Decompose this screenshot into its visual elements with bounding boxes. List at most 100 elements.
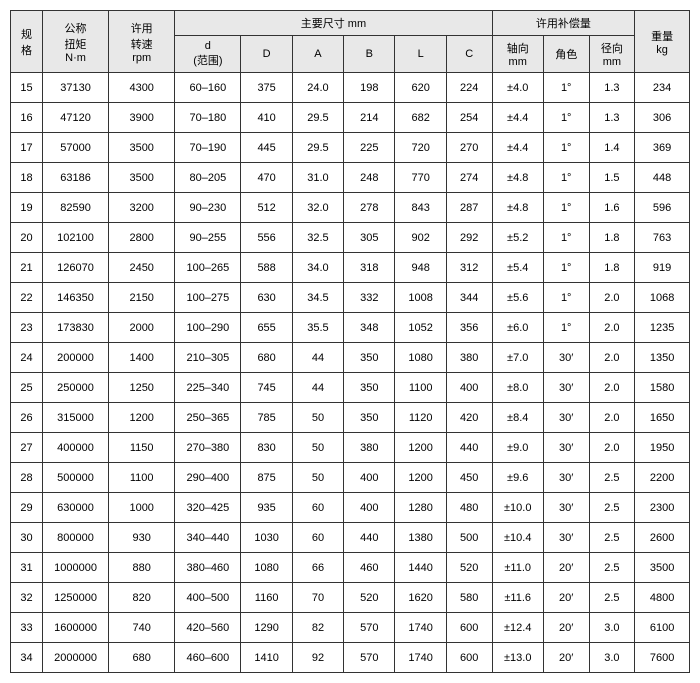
cell-B: 332 (344, 283, 395, 313)
cell-weight: 6100 (635, 613, 690, 643)
cell-weight: 2200 (635, 463, 690, 493)
cell-radial: 2.0 (589, 433, 635, 463)
cell-angle: 1° (543, 253, 589, 283)
table-row: 263150001200250–365785503501120420±8.430… (11, 403, 690, 433)
header-maindim: 主要尺寸 mm (175, 11, 492, 36)
table-row: 231738302000100–29065535.53481052356±6.0… (11, 313, 690, 343)
cell-axial: ±8.0 (492, 373, 543, 403)
header-L: L (395, 36, 446, 73)
cell-C: 287 (446, 193, 492, 223)
table-row: 311000000880380–4601080664601440520±11.0… (11, 553, 690, 583)
cell-A: 50 (292, 463, 343, 493)
cell-torque: 315000 (42, 403, 108, 433)
cell-d: 380–460 (175, 553, 241, 583)
cell-torque: 1250000 (42, 583, 108, 613)
cell-D: 512 (241, 193, 292, 223)
cell-torque: 250000 (42, 373, 108, 403)
header-radial: 径向mm (589, 36, 635, 73)
cell-C: 274 (446, 163, 492, 193)
cell-A: 50 (292, 433, 343, 463)
cell-angle: 1° (543, 163, 589, 193)
cell-weight: 4800 (635, 583, 690, 613)
table-row: 274000001150270–380830503801200440±9.030… (11, 433, 690, 463)
table-row: 331600000740420–5601290825701740600±12.4… (11, 613, 690, 643)
cell-B: 318 (344, 253, 395, 283)
cell-radial: 1.6 (589, 193, 635, 223)
cell-weight: 1950 (635, 433, 690, 463)
cell-C: 400 (446, 373, 492, 403)
cell-spec: 25 (11, 373, 43, 403)
cell-torque: 500000 (42, 463, 108, 493)
cell-d: 70–180 (175, 103, 241, 133)
cell-C: 580 (446, 583, 492, 613)
cell-spec: 19 (11, 193, 43, 223)
cell-angle: 30′ (543, 463, 589, 493)
cell-C: 254 (446, 103, 492, 133)
cell-C: 380 (446, 343, 492, 373)
cell-speed: 2150 (109, 283, 175, 313)
cell-B: 380 (344, 433, 395, 463)
cell-angle: 30′ (543, 523, 589, 553)
cell-axial: ±7.0 (492, 343, 543, 373)
cell-A: 29.5 (292, 103, 343, 133)
cell-axial: ±4.0 (492, 73, 543, 103)
cell-D: 588 (241, 253, 292, 283)
cell-axial: ±4.8 (492, 193, 543, 223)
cell-D: 1410 (241, 643, 292, 673)
table-row: 1757000350070–19044529.5225720270±4.41°1… (11, 133, 690, 163)
cell-C: 420 (446, 403, 492, 433)
cell-A: 60 (292, 493, 343, 523)
cell-A: 44 (292, 373, 343, 403)
cell-C: 480 (446, 493, 492, 523)
cell-radial: 1.3 (589, 73, 635, 103)
cell-torque: 173830 (42, 313, 108, 343)
cell-torque: 146350 (42, 283, 108, 313)
header-C: C (446, 36, 492, 73)
cell-weight: 596 (635, 193, 690, 223)
cell-A: 32.5 (292, 223, 343, 253)
cell-weight: 1068 (635, 283, 690, 313)
cell-speed: 3500 (109, 133, 175, 163)
table-row: 242000001400210–305680443501080380±7.030… (11, 343, 690, 373)
cell-A: 66 (292, 553, 343, 583)
cell-L: 948 (395, 253, 446, 283)
cell-speed: 3900 (109, 103, 175, 133)
cell-torque: 63186 (42, 163, 108, 193)
cell-B: 570 (344, 613, 395, 643)
cell-L: 1008 (395, 283, 446, 313)
cell-L: 1200 (395, 433, 446, 463)
cell-angle: 20′ (543, 583, 589, 613)
header-torque: 公称扭矩N·m (42, 11, 108, 73)
table-row: 285000001100290–400875504001200450±9.630… (11, 463, 690, 493)
cell-radial: 2.5 (589, 493, 635, 523)
cell-speed: 880 (109, 553, 175, 583)
cell-axial: ±4.4 (492, 103, 543, 133)
cell-d: 290–400 (175, 463, 241, 493)
cell-axial: ±8.4 (492, 403, 543, 433)
cell-B: 520 (344, 583, 395, 613)
table-row: 20102100280090–25555632.5305902292±5.21°… (11, 223, 690, 253)
cell-B: 400 (344, 463, 395, 493)
cell-spec: 17 (11, 133, 43, 163)
cell-spec: 24 (11, 343, 43, 373)
cell-weight: 2600 (635, 523, 690, 553)
cell-torque: 1000000 (42, 553, 108, 583)
cell-weight: 448 (635, 163, 690, 193)
cell-axial: ±5.4 (492, 253, 543, 283)
cell-B: 225 (344, 133, 395, 163)
cell-torque: 82590 (42, 193, 108, 223)
cell-axial: ±10.0 (492, 493, 543, 523)
cell-C: 292 (446, 223, 492, 253)
cell-D: 1030 (241, 523, 292, 553)
cell-radial: 1.8 (589, 223, 635, 253)
cell-speed: 740 (109, 613, 175, 643)
cell-A: 82 (292, 613, 343, 643)
cell-A: 29.5 (292, 133, 343, 163)
cell-angle: 1° (543, 223, 589, 253)
cell-spec: 31 (11, 553, 43, 583)
cell-speed: 3500 (109, 163, 175, 193)
cell-L: 1740 (395, 613, 446, 643)
cell-L: 1740 (395, 643, 446, 673)
cell-C: 270 (446, 133, 492, 163)
table-row: 342000000680460–6001410925701740600±13.0… (11, 643, 690, 673)
